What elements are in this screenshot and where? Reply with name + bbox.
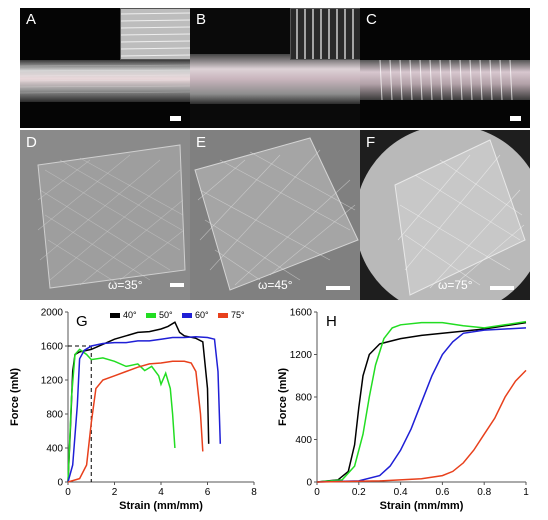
panel-d: D ω=35°: [20, 130, 190, 300]
x-tick-label: 0.2: [352, 487, 366, 498]
legend-label: 75°: [231, 310, 245, 320]
x-tick-label: 0.8: [477, 487, 491, 498]
panel-label-e: E: [196, 134, 207, 151]
y-tick-label: 800: [295, 393, 312, 404]
sem-image-d: [20, 130, 190, 300]
series-line-75deg: [67, 360, 204, 483]
panel-b: B: [190, 8, 360, 128]
y-tick-label: 0: [57, 478, 63, 489]
x-tick-label: 8: [251, 487, 257, 498]
legend-label: 40°: [123, 310, 137, 320]
y-tick-label: 400: [46, 444, 63, 455]
legend-swatch: [146, 313, 156, 318]
series-line-50deg: [67, 348, 176, 483]
series-line-75deg: [316, 369, 527, 483]
legend-swatch: [218, 313, 228, 318]
legend-swatch: [110, 313, 120, 318]
x-tick-label: 0: [314, 487, 320, 498]
scale-bar-e: [326, 286, 350, 290]
inset-a: [120, 8, 190, 60]
panel-a: A: [20, 8, 190, 128]
y-axis-label: Force (mN): [9, 368, 21, 426]
x-tick-label: 2: [112, 487, 118, 498]
series-line-60deg: [316, 327, 527, 483]
x-axis-label: Strain (mm/mm): [119, 500, 203, 512]
panel-label-b: B: [196, 11, 207, 28]
sem-image-e: [190, 130, 360, 300]
force-strain-chart-g: 0 2 4 6 8 0 400 800 1200 1600 2000 Strain (mm/mm) Fo…: [9, 308, 257, 513]
scale-bar-a: [170, 116, 181, 121]
series-line-40deg: [316, 321, 527, 483]
y-tick-label: 0: [306, 478, 312, 489]
y-tick-label: 1200: [41, 376, 64, 387]
series-line-50deg: [316, 320, 527, 483]
series-line-60deg: [67, 335, 222, 483]
y-tick-label: 1200: [290, 350, 313, 361]
y-axis-label: Force (mN): [277, 368, 289, 426]
x-tick-label: 1: [523, 487, 529, 498]
panel-f: F ω=75°: [360, 130, 530, 300]
panel-label-d: D: [26, 134, 37, 151]
panel-label: H: [326, 313, 337, 330]
x-tick-label: 4: [158, 487, 164, 498]
force-strain-chart-h: 0 0.2 0.4 0.6 0.8 1 0 400 800 1200 1600 Strain (mm/…: [277, 308, 529, 513]
y-tick-label: 800: [46, 410, 63, 421]
scale-bar-d: [170, 283, 184, 287]
y-tick-label: 400: [295, 435, 312, 446]
x-tick-label: 6: [205, 487, 211, 498]
sem-image-f: [360, 130, 530, 300]
inset-b: [290, 8, 360, 60]
panel-label: G: [76, 313, 88, 330]
fiber-rod-image-c: [360, 59, 530, 101]
scale-bar-f: [490, 286, 514, 290]
panel-label-c: C: [366, 11, 377, 28]
y-tick-label: 1600: [41, 342, 64, 353]
legend-label: 60°: [195, 310, 209, 320]
winding-angle-label-d: ω=35°: [108, 278, 143, 292]
winding-angle-label-f: ω=75°: [438, 278, 473, 292]
legend-label: 50°: [159, 310, 173, 320]
legend-swatch: [182, 313, 192, 318]
y-tick-label: 2000: [41, 308, 64, 319]
x-tick-label: 0: [65, 487, 71, 498]
fiber-rod-image-a: [20, 60, 190, 102]
winding-angle-label-e: ω=45°: [258, 278, 293, 292]
scale-bar-c: [510, 116, 521, 121]
x-tick-label: 0.6: [435, 487, 449, 498]
panel-e: E ω=45°: [190, 130, 360, 300]
fiber-rod-image-b: [190, 54, 360, 104]
panel-c: C: [360, 8, 530, 128]
panel-label-f: F: [366, 134, 376, 151]
x-tick-label: 0.4: [394, 487, 408, 498]
y-tick-label: 1600: [290, 308, 313, 319]
x-axis-label: Strain (mm/mm): [380, 500, 464, 512]
panel-label-a: A: [26, 11, 37, 28]
